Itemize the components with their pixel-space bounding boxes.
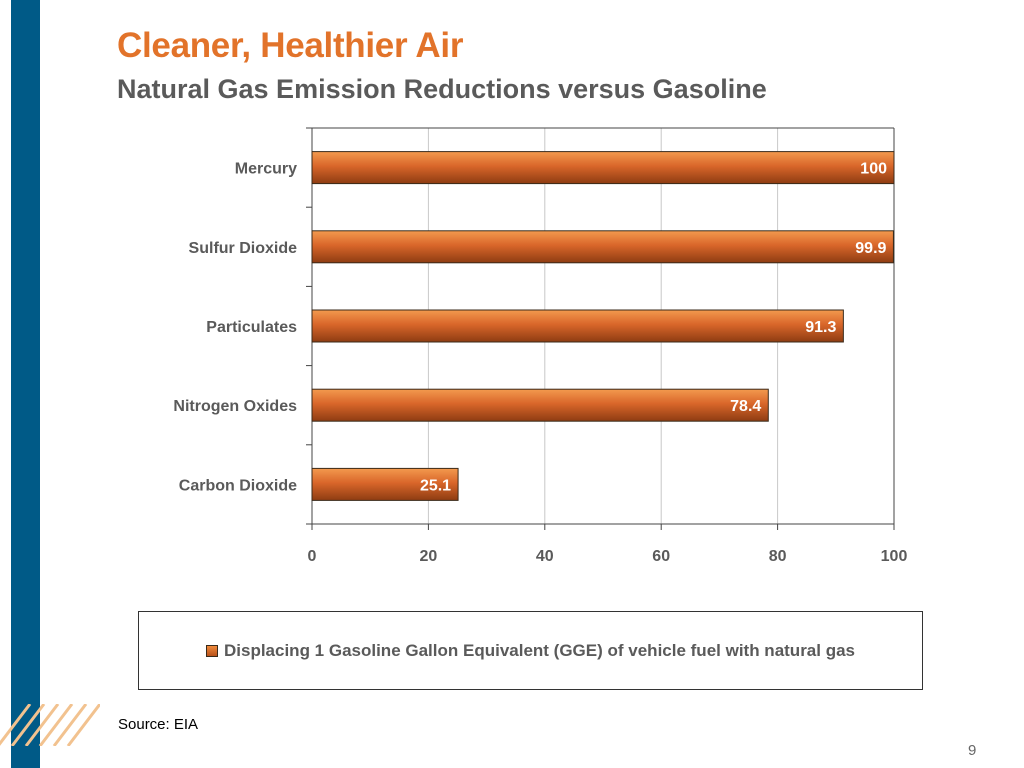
bar-particulates bbox=[311, 309, 844, 343]
legend-swatch bbox=[205, 644, 218, 657]
emission-bar-chart: 0 20 40 60 80 100 Mercury 100 Sulfur Dioxide 99.9… bbox=[173, 127, 908, 565]
bar-nitrogen-oxides bbox=[311, 388, 769, 422]
chart-legend: Displacing 1 Gasoline Gallon Equivalent … bbox=[138, 611, 923, 690]
legend-label: Displacing 1 Gasoline Gallon Equivalent … bbox=[223, 640, 856, 660]
data-label: 78.4 bbox=[730, 398, 761, 415]
decorative-stripes bbox=[0, 704, 100, 746]
data-label: 91.3 bbox=[805, 319, 836, 336]
source-note: Source: EIA bbox=[118, 716, 199, 733]
category-label: Particulates bbox=[206, 319, 297, 336]
bar-sulfur-dioxide bbox=[311, 230, 894, 264]
x-tick-label: 60 bbox=[652, 548, 670, 565]
page-title: Cleaner, Healthier Air bbox=[117, 26, 464, 65]
category-label: Carbon Dioxide bbox=[179, 477, 297, 494]
x-tick-label: 40 bbox=[536, 548, 554, 565]
sidebar-accent-bar bbox=[11, 0, 40, 768]
bar-carbon-dioxide bbox=[311, 467, 459, 501]
x-tick-label: 100 bbox=[881, 548, 908, 565]
x-tick-label: 0 bbox=[308, 548, 317, 565]
data-label: 100 bbox=[860, 161, 887, 178]
page-number: 9 bbox=[968, 742, 977, 759]
data-label: 99.9 bbox=[855, 240, 886, 257]
category-label: Sulfur Dioxide bbox=[189, 240, 298, 257]
page-subtitle: Natural Gas Emission Reductions versus G… bbox=[117, 74, 767, 104]
x-tick-label: 20 bbox=[420, 548, 438, 565]
category-label: Nitrogen Oxides bbox=[173, 398, 297, 415]
bar-mercury bbox=[311, 151, 895, 185]
category-label: Mercury bbox=[235, 161, 297, 178]
x-tick-label: 80 bbox=[769, 548, 787, 565]
data-label: 25.1 bbox=[420, 477, 451, 494]
